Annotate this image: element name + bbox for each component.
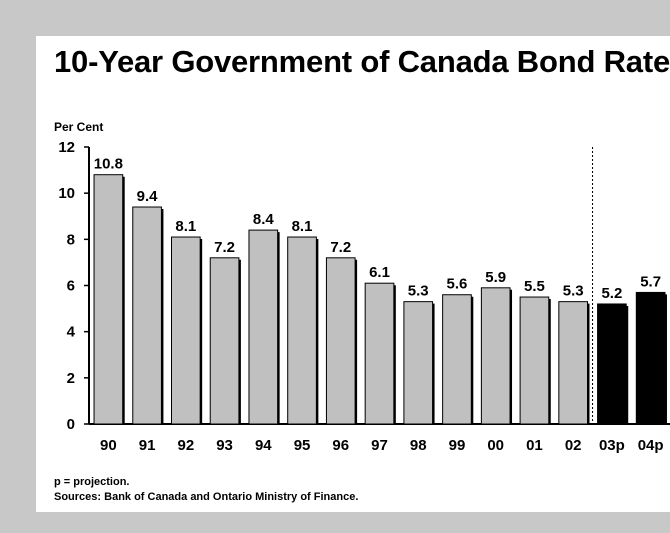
y-tick-label: 4 <box>67 324 76 341</box>
x-tick-label: 96 <box>332 437 349 454</box>
y-axis-label: Per Cent <box>54 120 103 134</box>
bar <box>480 287 511 425</box>
x-tick-label: 04p <box>638 437 664 454</box>
projection-footnote: p = projection. <box>54 476 130 488</box>
data-label: 5.3 <box>563 283 584 300</box>
data-label: 5.7 <box>640 273 661 290</box>
data-label: 5.5 <box>524 278 545 295</box>
data-label: 8.1 <box>292 218 313 235</box>
bar-chart: Per Cent 02468101210.8909.4918.1927.2938… <box>54 120 670 454</box>
plot-area: 02468101210.8909.4918.1927.2938.4948.195… <box>58 139 670 454</box>
data-label: 10.8 <box>94 156 123 173</box>
sources-footnote: Sources: Bank of Canada and Ontario Mini… <box>54 491 359 503</box>
data-label: 7.2 <box>330 239 351 256</box>
bar <box>132 206 162 425</box>
chart-title: 10-Year Government of Canada Bond Rate <box>54 44 670 79</box>
y-tick-label: 10 <box>58 185 75 202</box>
x-tick-label: 93 <box>216 437 233 454</box>
bar <box>248 229 279 425</box>
bar <box>558 301 588 425</box>
x-tick-label: 97 <box>371 437 388 454</box>
x-tick-label: 92 <box>177 437 194 454</box>
bar <box>171 236 201 425</box>
x-tick-label: 00 <box>487 437 504 454</box>
y-tick-label: 6 <box>67 278 75 295</box>
chart-panel: 10-Year Government of Canada Bond Rate P… <box>36 36 670 512</box>
data-label: 6.1 <box>369 264 390 281</box>
data-label: 5.9 <box>485 269 506 286</box>
x-tick-label: 95 <box>294 437 311 454</box>
bar <box>403 301 434 425</box>
bar <box>325 257 356 425</box>
data-label: 7.2 <box>214 239 235 256</box>
data-label: 5.3 <box>408 283 429 300</box>
bar <box>364 282 395 425</box>
x-tick-label: 98 <box>410 437 427 454</box>
bar <box>93 174 124 425</box>
y-tick-label: 2 <box>67 370 75 387</box>
y-tick-label: 8 <box>67 231 75 248</box>
bar <box>209 257 240 425</box>
x-tick-label: 02 <box>565 437 582 454</box>
data-label: 5.6 <box>447 276 468 293</box>
x-tick-label: 03p <box>599 437 625 454</box>
x-tick-label: 94 <box>255 437 272 454</box>
bar <box>287 236 317 425</box>
data-label: 8.1 <box>175 218 196 235</box>
data-label: 5.2 <box>601 285 622 302</box>
x-tick-label: 99 <box>449 437 466 454</box>
bar <box>597 303 627 425</box>
data-label: 9.4 <box>137 188 159 205</box>
bar <box>519 296 550 425</box>
y-tick-label: 12 <box>58 139 75 156</box>
x-tick-label: 91 <box>139 437 156 454</box>
bar <box>635 291 666 425</box>
x-tick-label: 01 <box>526 437 543 454</box>
x-tick-label: 90 <box>100 437 117 454</box>
bar <box>442 294 472 425</box>
y-tick-label: 0 <box>67 416 75 433</box>
data-label: 8.4 <box>253 211 275 228</box>
